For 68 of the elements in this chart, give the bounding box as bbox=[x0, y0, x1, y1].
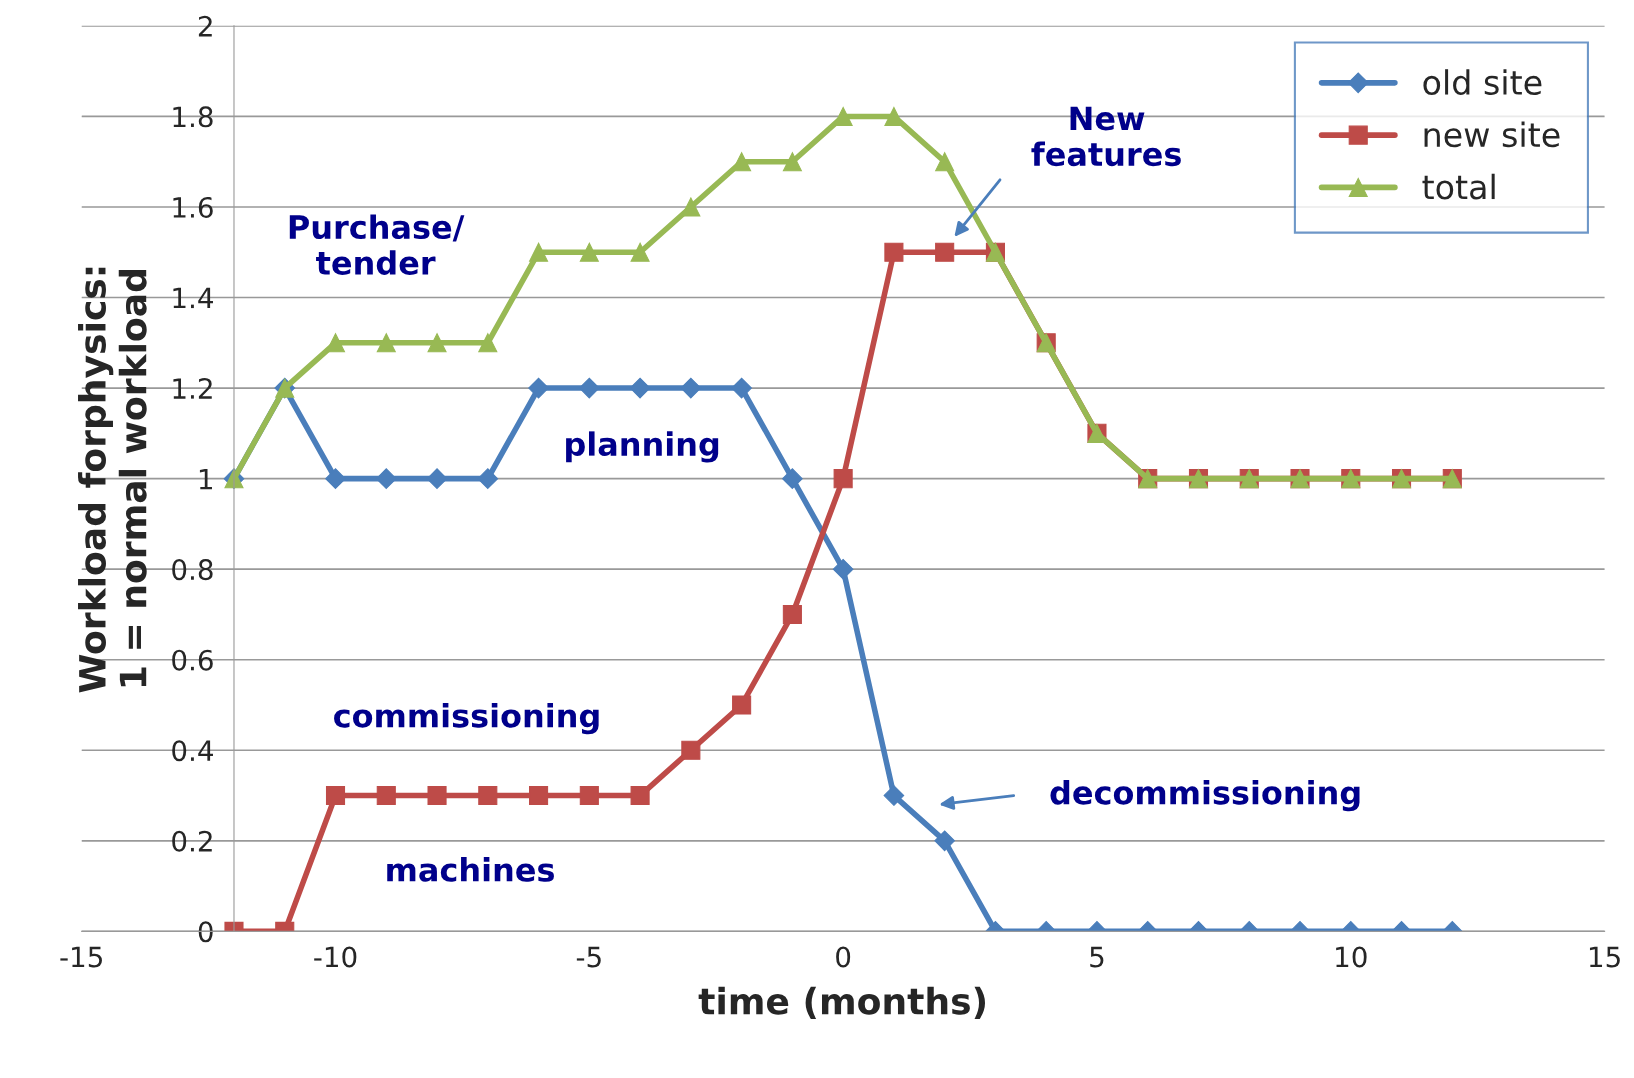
point bbox=[630, 242, 650, 262]
legend-label: new site bbox=[1424, 121, 1560, 148]
point bbox=[325, 786, 346, 806]
x-tick-label: 15 bbox=[1589, 946, 1620, 968]
y-tick-label: 0.4 bbox=[172, 740, 213, 762]
point bbox=[375, 468, 397, 489]
point bbox=[884, 106, 904, 126]
point bbox=[681, 197, 701, 217]
point bbox=[528, 377, 549, 399]
point bbox=[427, 333, 447, 353]
point bbox=[325, 333, 346, 353]
annotation: planning bbox=[566, 431, 719, 463]
y-tick-label: 1.6 bbox=[173, 196, 213, 218]
point bbox=[782, 152, 802, 172]
point bbox=[477, 468, 499, 489]
point bbox=[935, 152, 955, 172]
point bbox=[478, 333, 498, 353]
point bbox=[782, 604, 802, 625]
y-tick-label: 0 bbox=[198, 921, 213, 943]
point bbox=[578, 377, 600, 399]
point bbox=[478, 786, 498, 806]
y-tick-label: 1.2 bbox=[173, 378, 212, 399]
legend-label: total bbox=[1422, 173, 1495, 200]
legend-label: old site bbox=[1423, 69, 1542, 96]
point bbox=[833, 106, 853, 126]
y-tick-label: 1.8 bbox=[173, 106, 213, 128]
point bbox=[629, 377, 651, 399]
y-axis-title: Workload forphysics: 1 = normal workload bbox=[78, 267, 147, 693]
point bbox=[883, 785, 905, 806]
x-tick-label: 0 bbox=[836, 946, 851, 968]
y-tick-label: 0.8 bbox=[172, 559, 213, 581]
point bbox=[731, 377, 752, 399]
annotation: commissioning bbox=[334, 703, 599, 735]
x-tick-label: -10 bbox=[314, 946, 357, 968]
point bbox=[630, 786, 650, 806]
point bbox=[732, 152, 752, 172]
point bbox=[426, 468, 448, 489]
point bbox=[325, 468, 346, 489]
annotation: Purchase/ tender bbox=[289, 214, 465, 275]
y-tick-label: 2 bbox=[198, 15, 212, 37]
point bbox=[579, 242, 599, 262]
annotation: machines bbox=[387, 857, 554, 882]
point bbox=[529, 242, 549, 262]
point bbox=[935, 242, 955, 262]
y-tick-label: 0.2 bbox=[172, 830, 212, 852]
point bbox=[832, 558, 854, 580]
x-axis-title: time (months) bbox=[698, 986, 986, 1019]
point bbox=[376, 786, 396, 806]
y-tick-label: 1 bbox=[199, 468, 212, 490]
point bbox=[833, 469, 853, 489]
annotation: decommissioning bbox=[1050, 779, 1360, 812]
x-tick-label: 10 bbox=[1336, 946, 1367, 968]
x-tick-label: -5 bbox=[576, 946, 601, 968]
point bbox=[884, 242, 904, 262]
y-tick-label: 0.6 bbox=[172, 649, 213, 671]
x-tick-label: 5 bbox=[1090, 946, 1104, 968]
point bbox=[732, 695, 752, 715]
point bbox=[376, 333, 396, 353]
point bbox=[782, 468, 803, 489]
annotation: New features bbox=[1031, 106, 1181, 167]
point bbox=[579, 786, 599, 806]
y-tick-label: 1.4 bbox=[173, 287, 213, 309]
x-tick-label: -15 bbox=[60, 946, 102, 968]
point bbox=[934, 830, 956, 852]
point bbox=[681, 740, 701, 760]
point bbox=[427, 786, 447, 806]
point bbox=[529, 786, 549, 806]
point bbox=[680, 377, 702, 399]
